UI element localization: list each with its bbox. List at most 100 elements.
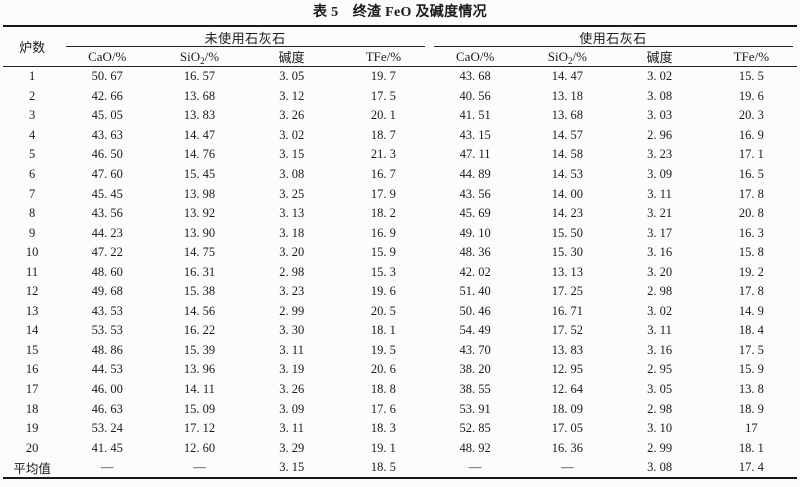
table-title: 表 5 终渣 FeO 及碱度情况 [313, 5, 487, 20]
furnace-number-cell: 7 [28, 186, 36, 201]
value-cell-no-limestone: 12. 60 [183, 440, 216, 455]
value-cell-no-limestone: 3. 02 [279, 127, 305, 142]
value-cell-no-limestone: 16. 31 [183, 264, 216, 279]
value-cell-no-limestone: 50. 67 [91, 69, 123, 84]
value-cell-limestone: 47. 11 [459, 147, 491, 162]
value-cell-no-limestone: 3. 25 [279, 186, 305, 201]
value-cell-limestone: 19. 6 [738, 88, 764, 103]
furnace-number-cell: 2 [28, 88, 36, 103]
value-cell-no-limestone: 15. 3 [370, 264, 396, 279]
table-row: 16 44. 53 13. 96 3. 19 20. 6 38. 20 12. 95 2. 9… [3, 360, 797, 380]
furnace-number-cell: 15 [25, 342, 39, 357]
table-row: 11 48. 60 16. 31 2. 98 15. 3 42. 02 13. 13 3. 2… [3, 262, 797, 282]
table-row: 4 43. 63 14. 47 3. 02 18. 7 43. 15 14. 57 2. 96… [3, 126, 797, 146]
value-cell-no-limestone: 16. 22 [183, 323, 216, 338]
value-cell-limestone: 49. 10 [459, 225, 491, 240]
value-cell-limestone: 48. 92 [459, 440, 491, 455]
value-cell-no-limestone: 13. 92 [183, 206, 216, 221]
value-cell-limestone: 15. 50 [551, 225, 583, 240]
value-cell-limestone: 43. 56 [459, 186, 491, 201]
col-header-cao-no-limestone: CaO/% [61, 47, 154, 67]
table-row: 17 46. 00 14. 11 3. 26 18. 8 38. 55 12. 64 3. 0… [3, 380, 797, 400]
value-cell-no-limestone: 3. 19 [279, 362, 305, 377]
value-cell-limestone: 14. 53 [551, 167, 583, 181]
value-cell-no-limestone: 2. 98 [279, 264, 305, 279]
furnace-number-cell: 12 [25, 284, 39, 299]
value-cell-limestone: 20. 3 [738, 108, 764, 123]
value-cell-no-limestone: 3. 08 [279, 167, 305, 181]
col-header-sio2-no-limestone: SiO2/% [153, 47, 246, 67]
column-header-row: CaO/% SiO2/% 碱度 TFe/% CaO/% SiO2/% 碱度 TF… [3, 47, 797, 67]
value-cell-limestone: 3. 02 [647, 303, 673, 318]
furnace-number-cell: 8 [28, 206, 36, 221]
value-cell-no-limestone: 3. 15 [279, 147, 305, 162]
col-header-tfe-limestone: TFe/% [705, 47, 797, 67]
table-row: 2 42. 66 13. 68 3. 12 17. 5 40. 56 13. 18 3. 08… [3, 87, 797, 107]
value-cell-limestone: 16. 9 [738, 127, 764, 142]
value-cell-no-limestone: 13. 83 [183, 108, 216, 123]
value-cell-no-limestone: 17. 9 [370, 186, 396, 201]
value-cell-no-limestone: 14. 75 [183, 245, 216, 260]
furnace-number-cell: 16 [25, 362, 39, 377]
value-cell-limestone: 2. 98 [647, 284, 673, 299]
value-cell-limestone: 43. 15 [459, 127, 491, 142]
value-cell-no-limestone: 13. 96 [183, 362, 216, 377]
value-cell-limestone: 44. 89 [459, 167, 491, 181]
table-header: 炉数 未使用石灰石 使用石灰石 CaO/% SiO2/% 碱度 TFe/% Ca… [3, 26, 797, 67]
group-header-limestone: 使用石灰石 [429, 26, 797, 47]
value-cell-no-limestone: 15. 38 [183, 284, 216, 299]
value-cell-limestone: 15. 30 [551, 245, 583, 260]
table-body: 1 50. 67 16. 57 3. 05 19. 7 43. 68 14. 47 3. 02… [3, 67, 797, 479]
value-cell-no-limestone: 14. 47 [183, 127, 216, 142]
col-header-sio2-suffix: /% [204, 48, 220, 64]
table-row: 19 53. 24 17. 12 3. 11 18. 3 52. 85 17. 05 3. 1… [3, 419, 797, 439]
value-cell-no-limestone: 43. 63 [91, 127, 123, 142]
col-header-basicity-no-limestone: 碱度 [245, 47, 338, 67]
value-cell-limestone: 3. 11 [647, 186, 672, 201]
value-cell-limestone: 20. 8 [738, 206, 764, 221]
value-cell-no-limestone: 20. 6 [370, 362, 396, 377]
furnace-number-cell: 平均值 [13, 462, 51, 477]
value-cell-no-limestone: 18. 1 [370, 323, 396, 338]
value-cell-limestone: 13. 8 [738, 382, 764, 397]
value-cell-no-limestone: 16. 57 [183, 69, 216, 84]
value-cell-no-limestone: 3. 05 [279, 69, 305, 84]
data-table: 炉数 未使用石灰石 使用石灰石 CaO/% SiO2/% 碱度 TFe/% Ca… [3, 25, 797, 480]
value-cell-no-limestone: 16. 9 [370, 225, 396, 240]
value-cell-limestone: 50. 46 [459, 303, 491, 318]
value-cell-limestone: 16. 5 [738, 167, 764, 181]
value-cell-limestone: 18. 09 [551, 401, 583, 416]
value-cell-no-limestone: 49. 68 [91, 284, 123, 299]
value-cell-no-limestone: 48. 60 [91, 264, 123, 279]
value-cell-no-limestone: 19. 7 [370, 69, 396, 84]
value-cell-no-limestone: 18. 3 [370, 421, 396, 436]
value-cell-limestone: 17. 05 [551, 421, 583, 436]
value-cell-no-limestone: 20. 5 [370, 303, 396, 318]
furnace-number-cell: 3 [28, 108, 36, 123]
value-cell-no-limestone: 3. 09 [279, 401, 305, 416]
table-row: 18 46. 63 15. 09 3. 09 17. 6 53. 91 18. 09 2. 9… [3, 399, 797, 419]
value-cell-limestone: 2. 96 [647, 127, 673, 142]
value-cell-limestone: 13. 18 [551, 88, 583, 103]
value-cell-no-limestone: 3. 26 [279, 108, 305, 123]
value-cell-limestone: 13. 83 [551, 342, 583, 357]
value-cell-limestone: 3. 09 [647, 167, 673, 181]
value-cell-no-limestone: 45. 45 [91, 186, 123, 201]
value-cell-limestone: 2. 99 [647, 440, 673, 455]
furnace-number-cell: 4 [28, 127, 36, 142]
table-row: 13 43. 53 14. 56 2. 99 20. 5 50. 46 16. 71 3. 0… [3, 302, 797, 322]
value-cell-no-limestone: 14. 11 [184, 382, 215, 397]
value-cell-no-limestone: — [193, 460, 206, 475]
table-row: 15 48. 86 15. 39 3. 11 19. 5 43. 70 13. 83 3. 1… [3, 341, 797, 361]
value-cell-limestone: 17. 5 [738, 342, 764, 357]
value-cell-no-limestone: 3. 26 [279, 382, 305, 397]
value-cell-limestone: 3. 10 [647, 421, 673, 436]
value-cell-limestone: 17. 4 [738, 460, 764, 475]
col-header-tfe-no-limestone: TFe/% [337, 47, 430, 67]
value-cell-no-limestone: 19. 1 [370, 440, 396, 455]
value-cell-limestone: 17. 1 [738, 147, 764, 162]
furnace-number-cell: 20 [25, 440, 39, 455]
value-cell-limestone: 16. 3 [738, 225, 764, 240]
value-cell-limestone: 18. 1 [738, 440, 764, 455]
value-cell-limestone: 40. 56 [459, 88, 491, 103]
